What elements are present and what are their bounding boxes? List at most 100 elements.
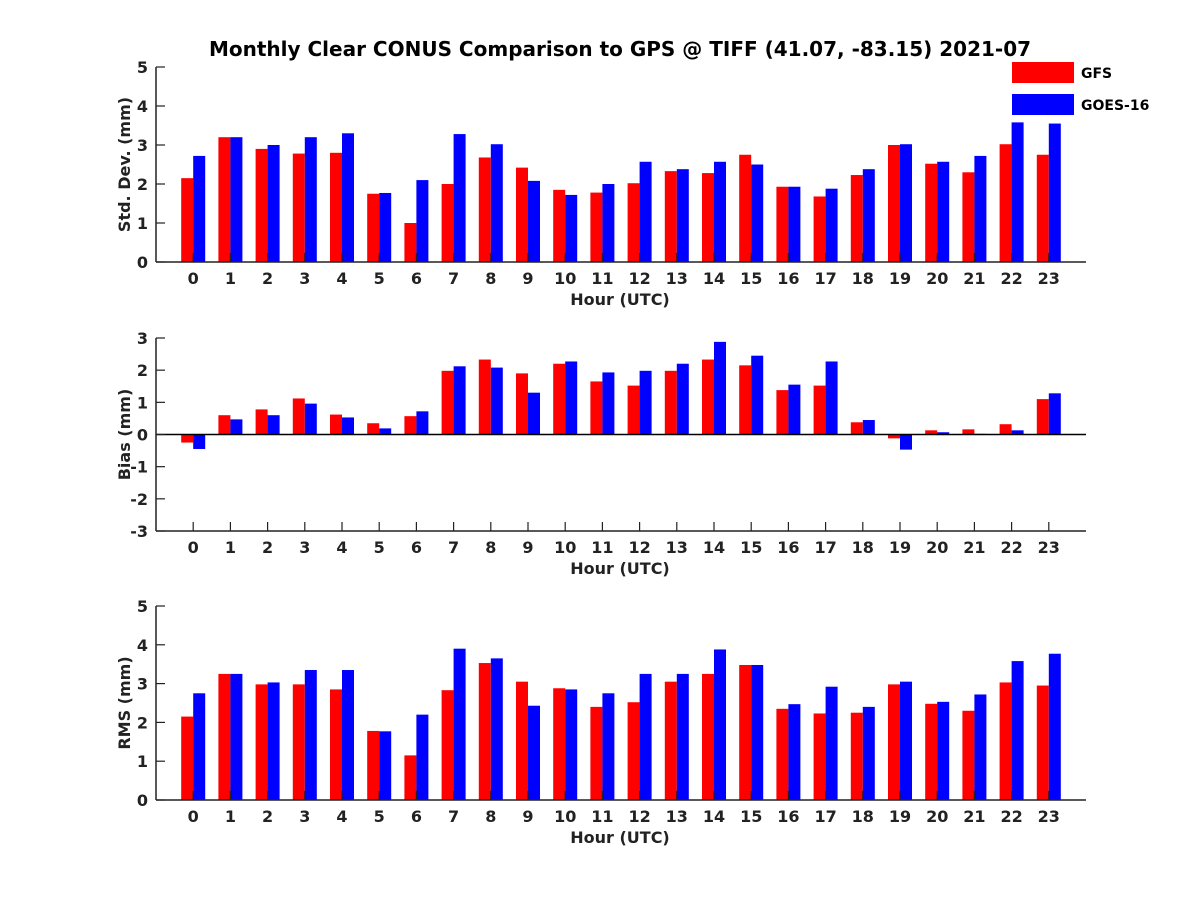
- x-tick-label-bias: 4: [336, 538, 347, 557]
- x-tick-label-stddev: 5: [374, 269, 385, 288]
- bar-rms-gfs-6: [404, 755, 417, 800]
- bar-stddev-goes-16-5: [379, 192, 392, 262]
- bar-stddev-gfs-21: [962, 172, 975, 262]
- bar-rms-goes-16-18: [862, 706, 875, 800]
- bar-rms-goes-16-3: [304, 670, 317, 800]
- bar-bias-goes-16-16: [788, 384, 801, 435]
- x-tick-label-stddev: 10: [554, 269, 576, 288]
- bar-bias-goes-16-5: [379, 428, 392, 435]
- bar-rms-goes-16-15: [751, 664, 764, 800]
- bar-bias-goes-16-11: [602, 372, 615, 435]
- bar-rms-goes-16-20: [937, 701, 950, 800]
- bar-rms-gfs-21: [962, 710, 975, 800]
- x-tick-label-rms: 10: [554, 807, 576, 826]
- x-tick-label-stddev: 15: [740, 269, 762, 288]
- bar-stddev-gfs-19: [888, 145, 900, 262]
- bar-bias-goes-16-12: [639, 370, 652, 435]
- y-axis-label-stddev: Std. Dev. (mm): [115, 97, 134, 232]
- x-tick-label-stddev: 12: [628, 269, 650, 288]
- x-tick-label-stddev: 19: [889, 269, 911, 288]
- x-tick-label-stddev: 18: [852, 269, 874, 288]
- bar-rms-goes-16-6: [416, 714, 429, 800]
- bar-stddev-gfs-13: [664, 171, 677, 262]
- x-tick-label-bias: 14: [703, 538, 725, 557]
- x-tick-label-bias: 1: [225, 538, 236, 557]
- x-tick-label-stddev: 21: [963, 269, 985, 288]
- y-tick-label-rms: 2: [137, 713, 148, 732]
- y-tick-label-rms: 3: [137, 675, 148, 694]
- bar-bias-gfs-8: [478, 359, 491, 435]
- bar-rms-gfs-12: [627, 702, 640, 800]
- figure-title: Monthly Clear CONUS Comparison to GPS @ …: [209, 37, 1031, 61]
- bar-stddev-goes-16-20: [937, 161, 950, 262]
- y-tick-label-bias: -2: [130, 490, 148, 509]
- bar-rms-gfs-13: [664, 681, 677, 800]
- bar-rms-goes-16-23: [1048, 653, 1061, 800]
- x-tick-label-stddev: 20: [926, 269, 948, 288]
- x-tick-label-bias: 22: [1000, 538, 1022, 557]
- legend: GFS GOES-16: [1012, 62, 1149, 115]
- x-tick-label-rms: 13: [666, 807, 688, 826]
- bar-bias-gfs-1: [218, 415, 231, 435]
- bar-rms-goes-16-21: [974, 694, 987, 800]
- x-tick-label-bias: 8: [485, 538, 496, 557]
- bar-bias-gfs-9: [516, 373, 528, 435]
- bar-stddev-gfs-3: [292, 153, 305, 262]
- bar-bias-goes-16-23: [1048, 393, 1061, 435]
- bar-bias-goes-16-10: [565, 361, 578, 435]
- bar-rms-gfs-10: [553, 688, 566, 800]
- bar-bias-gfs-0: [181, 434, 194, 443]
- legend-label-gfs: GFS: [1081, 66, 1112, 82]
- x-tick-label-rms: 14: [703, 807, 725, 826]
- x-tick-label-stddev: 23: [1038, 269, 1060, 288]
- bar-stddev-gfs-5: [367, 193, 380, 262]
- bar-bias-goes-16-4: [342, 417, 354, 435]
- bar-rms-gfs-16: [776, 708, 789, 800]
- bar-bias-gfs-2: [255, 409, 268, 435]
- bar-bias-gfs-22: [999, 424, 1012, 435]
- bar-stddev-gfs-17: [813, 196, 826, 262]
- bar-stddev-gfs-9: [516, 167, 528, 262]
- bar-stddev-gfs-6: [404, 223, 417, 262]
- bar-bias-gfs-12: [627, 385, 640, 435]
- bar-stddev-goes-16-4: [342, 133, 354, 262]
- bar-rms-goes-16-12: [639, 673, 652, 800]
- bar-stddev-gfs-10: [553, 189, 566, 262]
- x-tick-label-rms: 1: [225, 807, 236, 826]
- x-tick-label-rms: 9: [522, 807, 533, 826]
- bar-bias-gfs-19: [888, 434, 900, 439]
- bar-bias-goes-16-15: [751, 355, 764, 435]
- x-tick-label-rms: 5: [374, 807, 385, 826]
- x-tick-label-bias: 10: [554, 538, 576, 557]
- x-tick-label-bias: 2: [262, 538, 273, 557]
- bar-stddev-goes-16-11: [602, 184, 615, 262]
- bar-bias-gfs-3: [292, 398, 305, 435]
- x-tick-label-bias: 17: [814, 538, 836, 557]
- bar-rms-goes-16-16: [788, 704, 801, 800]
- bar-stddev-goes-16-14: [714, 161, 726, 262]
- x-tick-label-bias: 16: [777, 538, 799, 557]
- bar-stddev-gfs-18: [850, 175, 863, 262]
- bar-bias-goes-16-6: [416, 411, 429, 435]
- bar-rms-gfs-9: [516, 681, 528, 800]
- bar-rms-gfs-8: [478, 663, 491, 800]
- bar-rms-gfs-23: [1036, 685, 1049, 800]
- bar-stddev-goes-16-21: [974, 155, 987, 262]
- bar-rms-goes-16-8: [490, 658, 503, 800]
- bar-bias-gfs-17: [813, 385, 826, 435]
- bar-stddev-gfs-11: [590, 192, 603, 262]
- x-tick-label-bias: 0: [188, 538, 199, 557]
- y-tick-label-bias: 3: [137, 329, 148, 348]
- x-tick-label-rms: 8: [485, 807, 496, 826]
- bar-stddev-gfs-23: [1036, 154, 1049, 262]
- y-tick-label-stddev: 3: [137, 136, 148, 155]
- x-tick-label-stddev: 11: [591, 269, 613, 288]
- bar-stddev-gfs-20: [925, 163, 938, 262]
- bar-bias-gfs-7: [441, 370, 454, 435]
- x-tick-label-rms: 21: [963, 807, 985, 826]
- x-tick-label-stddev: 22: [1000, 269, 1022, 288]
- legend-label-goes-16: GOES-16: [1081, 98, 1149, 114]
